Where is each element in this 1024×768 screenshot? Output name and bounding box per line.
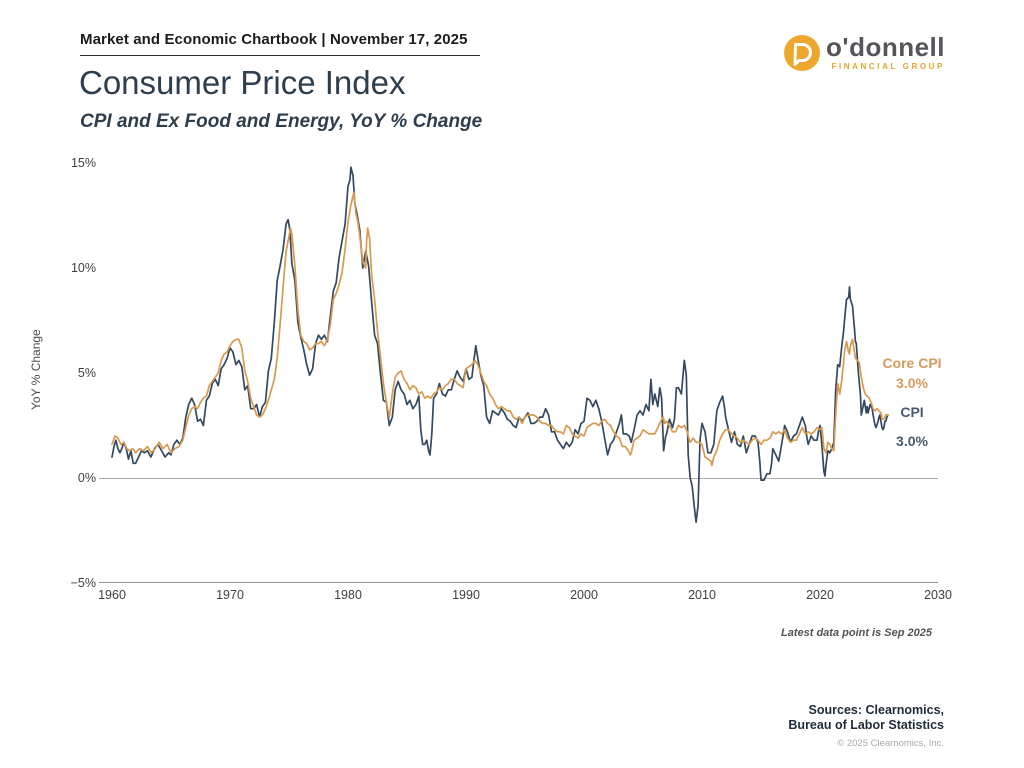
logo-d-icon xyxy=(783,34,821,72)
sources-block: Sources: Clearnomics, Bureau of Labor St… xyxy=(788,703,944,751)
x-tick-1980: 1980 xyxy=(334,588,362,602)
y-tick-15: 15% xyxy=(70,156,96,170)
y-tick-10: 10% xyxy=(70,261,96,275)
x-axis-line xyxy=(99,582,938,583)
x-tick-2010: 2010 xyxy=(688,588,716,602)
gridline-0pct xyxy=(99,477,938,479)
chart-legend: Core CPI 3.0% CPI 3.0% xyxy=(866,353,958,451)
logo-tagline: FINANCIAL GROUP xyxy=(831,62,945,71)
x-tick-2020: 2020 xyxy=(806,588,834,602)
y-tick-5: 5% xyxy=(77,366,96,380)
x-tick-2030: 2030 xyxy=(924,588,952,602)
x-tick-1970: 1970 xyxy=(216,588,244,602)
cpi-chart-plot-area xyxy=(111,166,889,523)
page-subtitle: CPI and Ex Food and Energy, YoY % Change xyxy=(80,111,483,132)
x-tick-1960: 1960 xyxy=(98,588,126,602)
sources-line1: Sources: Clearnomics, xyxy=(808,703,944,717)
page-title: Consumer Price Index xyxy=(79,64,406,101)
x-tick-1990: 1990 xyxy=(452,588,480,602)
series-line-core-cpi xyxy=(111,191,889,467)
series-line-cpi xyxy=(111,166,889,523)
x-tick-2000: 2000 xyxy=(570,588,598,602)
copyright-line: © 2025 Clearnomics, Inc. xyxy=(837,738,944,749)
legend-cpi-label: CPI xyxy=(900,404,924,420)
chartbook-header: Market and Economic Chartbook | November… xyxy=(80,31,480,56)
legend-core-cpi-label: Core CPI xyxy=(882,355,942,371)
sources-line2: Bureau of Labor Statistics xyxy=(788,718,944,732)
logo-wordmark: o'donnell xyxy=(826,32,945,62)
data-footnote: Latest data point is Sep 2025 xyxy=(781,627,932,639)
company-logo: o'donnell FINANCIAL GROUP xyxy=(783,34,945,72)
legend-core-cpi-value: 3.0% xyxy=(896,375,928,391)
y-tick--5: −5% xyxy=(70,576,96,590)
legend-cpi-value: 3.0% xyxy=(896,433,928,449)
y-tick-0: 0% xyxy=(77,471,96,485)
